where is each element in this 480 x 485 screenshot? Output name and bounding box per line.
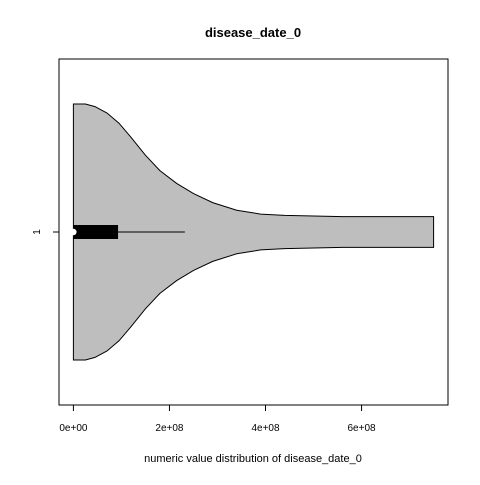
x-tick-label: 6e+08: [348, 423, 377, 434]
y-tick-label: 1: [32, 229, 43, 235]
violin-layer: [72, 103, 435, 361]
x-axis-label: numeric value distribution of disease_da…: [144, 453, 362, 465]
x-tick-label: 2e+08: [155, 423, 184, 434]
y-axis: 1: [32, 229, 59, 235]
boxplot-layer: [70, 225, 185, 239]
x-tick-label: 4e+08: [251, 423, 280, 434]
interquartile-box: [73, 225, 119, 239]
median-point: [70, 228, 77, 236]
chart-title: disease_date_0: [205, 25, 301, 40]
x-axis: 0e+00 2e+08 4e+08 6e+08: [59, 404, 377, 434]
violin-body: [72, 103, 435, 361]
x-tick-label: 0e+00: [59, 423, 88, 434]
